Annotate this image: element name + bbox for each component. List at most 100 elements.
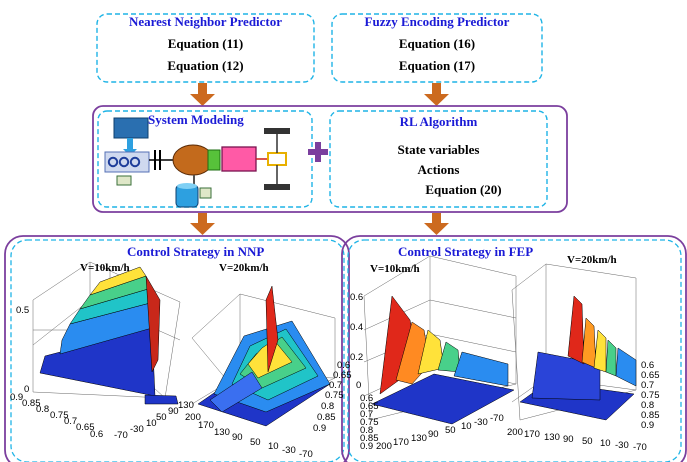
nnp-v10-x-tick: 130	[178, 400, 194, 411]
fep-v10-y-tick: 0.75	[360, 417, 379, 428]
fep-v20-label: V=20km/h	[567, 254, 617, 266]
fep-equation-17: Equation (17)	[398, 58, 476, 73]
fep-v20-y-tick: 0.6	[641, 360, 655, 371]
nnp-v10-y-tick: 0.8	[36, 404, 50, 415]
fep-v20-x-tick: 50	[582, 436, 593, 447]
nnp-v20-x-tick: -30	[282, 445, 296, 456]
nnp-v20-x-tick: 10	[268, 441, 279, 452]
nnp-v10-z-tick: 0.5	[16, 305, 30, 316]
rl-algorithm-title: RL Algorithm	[399, 114, 478, 129]
nnp-v20-x-tick: 90	[232, 432, 243, 443]
nnp-v10-y-tick: 0.7	[64, 416, 78, 427]
fep-v10-label: V=10km/h	[370, 263, 420, 275]
fep-strategy-title: Control Strategy in FEP	[398, 244, 534, 259]
fep-v20-x-tick: 170	[524, 429, 540, 440]
plus-icon	[308, 142, 328, 162]
nnp-v10-y-tick: 0.75	[50, 410, 69, 421]
nnp-v20-y-tick: 0.8	[321, 401, 335, 412]
nnp-strategy-inner	[10, 239, 345, 462]
nnp-v10-x-tick: 90	[168, 406, 179, 417]
fep-v10-y-tick: 0.9	[360, 441, 374, 452]
middle-container	[92, 105, 568, 213]
rl-algorithm-box	[329, 110, 548, 208]
fep-v10-surface-plot	[363, 255, 517, 425]
fep-v10-x-tick: 200	[376, 441, 392, 452]
rl-equation-20: Equation (20)	[425, 182, 502, 197]
system-modeling-title: System Modeling	[148, 112, 244, 127]
nnp-v20-y-tick: 0.9	[313, 423, 327, 434]
arrow-model-to-nnp	[190, 213, 215, 235]
fep-v20-y-tick: 0.85	[641, 410, 660, 421]
fep-v10-z-tick: 0.4	[350, 322, 364, 333]
nnp-v20-y-tick: 0.75	[325, 390, 344, 401]
nnp-v20-x-tick: 50	[250, 437, 261, 448]
nnp-v10-x-tick: 10	[146, 418, 157, 429]
nnp-v10-y-tick: 0.6	[90, 429, 104, 440]
fep-v10-x-tick: -30	[474, 417, 488, 428]
fep-v20-y-tick: 0.8	[641, 400, 655, 411]
nnp-v10-x-tick: -70	[114, 430, 128, 441]
fep-v10-x-tick: 90	[428, 429, 439, 440]
fep-v20-x-tick: -30	[615, 440, 629, 451]
arrow-fep-to-rl	[424, 83, 449, 106]
fep-predictor-title: Fuzzy Encoding Predictor	[364, 14, 510, 29]
nnp-v20-x-tick: 130	[214, 427, 230, 438]
fep-v10-x-tick: 50	[445, 425, 456, 436]
nnp-v20-y-tick: 0.7	[329, 380, 343, 391]
nnp-equation-12: Equation (12)	[167, 58, 244, 73]
fep-v10-y-tick: 0.8	[360, 425, 374, 436]
fep-v20-surface-plot	[511, 263, 637, 421]
nnp-predictor-title: Nearest Neighbor Predictor	[128, 14, 283, 29]
fep-v20-y-tick: 0.7	[641, 380, 655, 391]
fep-v10-y-tick: 0.85	[360, 433, 379, 444]
nnp-strategy-outer	[4, 235, 350, 462]
nnp-equation-11: Equation (11)	[167, 36, 244, 51]
nnp-v10-z-tick: 0	[24, 384, 30, 395]
fep-v20-x-tick: 10	[600, 438, 611, 449]
fep-v10-y-tick: 0.6	[360, 393, 374, 404]
fep-v10-x-tick: 10	[461, 421, 472, 432]
fep-v10-x-tick: 130	[411, 433, 427, 444]
fep-v20-y-tick: 0.65	[641, 370, 660, 381]
nnp-v10-y-tick: 0.65	[76, 422, 95, 433]
nnp-v10-surface-plot	[32, 261, 181, 405]
nnp-v10-y-tick: 0.9	[10, 392, 24, 403]
nnp-v20-x-tick: 170	[198, 420, 214, 431]
fep-v10-y-tick: 0.7	[360, 409, 374, 420]
fep-v20-y-tick: 0.75	[641, 390, 660, 401]
nnp-v10-x-tick: 50	[156, 412, 167, 423]
nnp-v10-x-tick: -30	[130, 424, 144, 435]
fep-v10-z-tick: 0.2	[350, 352, 364, 363]
fep-v10-x-tick: -70	[490, 413, 504, 424]
arrow-rl-to-fep	[424, 213, 449, 235]
fep-v10-z-tick: 0	[356, 380, 362, 391]
fep-equation-16: Equation (16)	[398, 36, 476, 51]
nnp-strategy-title: Control Strategy in NNP	[127, 244, 265, 259]
nnp-v20-surface-plot	[191, 285, 336, 427]
nnp-v10-label: V=10km/h	[80, 262, 130, 274]
fep-predictor-box	[331, 13, 543, 83]
nnp-v20-y-tick: 0.85	[317, 412, 336, 423]
nnp-predictor-box	[96, 13, 315, 83]
fep-v20-x-tick: -70	[633, 442, 647, 453]
rl-actions: Actions	[417, 162, 460, 177]
rl-state-variables: State variables	[397, 142, 480, 157]
fep-v20-x-tick: 90	[563, 434, 574, 445]
nnp-v10-y-tick: 0.85	[22, 398, 41, 409]
system-modeling-box	[97, 110, 313, 208]
fep-v10-y-tick: 0.65	[360, 401, 379, 412]
nnp-v20-y-tick: 0.65	[333, 370, 352, 381]
fep-v20-x-tick: 200	[507, 427, 523, 438]
fep-strategy-outer	[341, 235, 687, 462]
nnp-v20-x-tick: -70	[299, 449, 313, 460]
nnp-v20-x-tick: 200	[185, 412, 201, 423]
fep-v10-z-tick: 0.6	[350, 292, 364, 303]
nnp-v20-y-tick: 0.6	[337, 360, 351, 371]
fep-v20-x-tick: 130	[544, 432, 560, 443]
fep-strategy-inner	[347, 239, 682, 462]
powertrain-schematic-icon	[104, 117, 290, 208]
arrow-nnp-to-model	[190, 83, 215, 106]
nnp-v20-label: V=20km/h	[219, 262, 269, 274]
